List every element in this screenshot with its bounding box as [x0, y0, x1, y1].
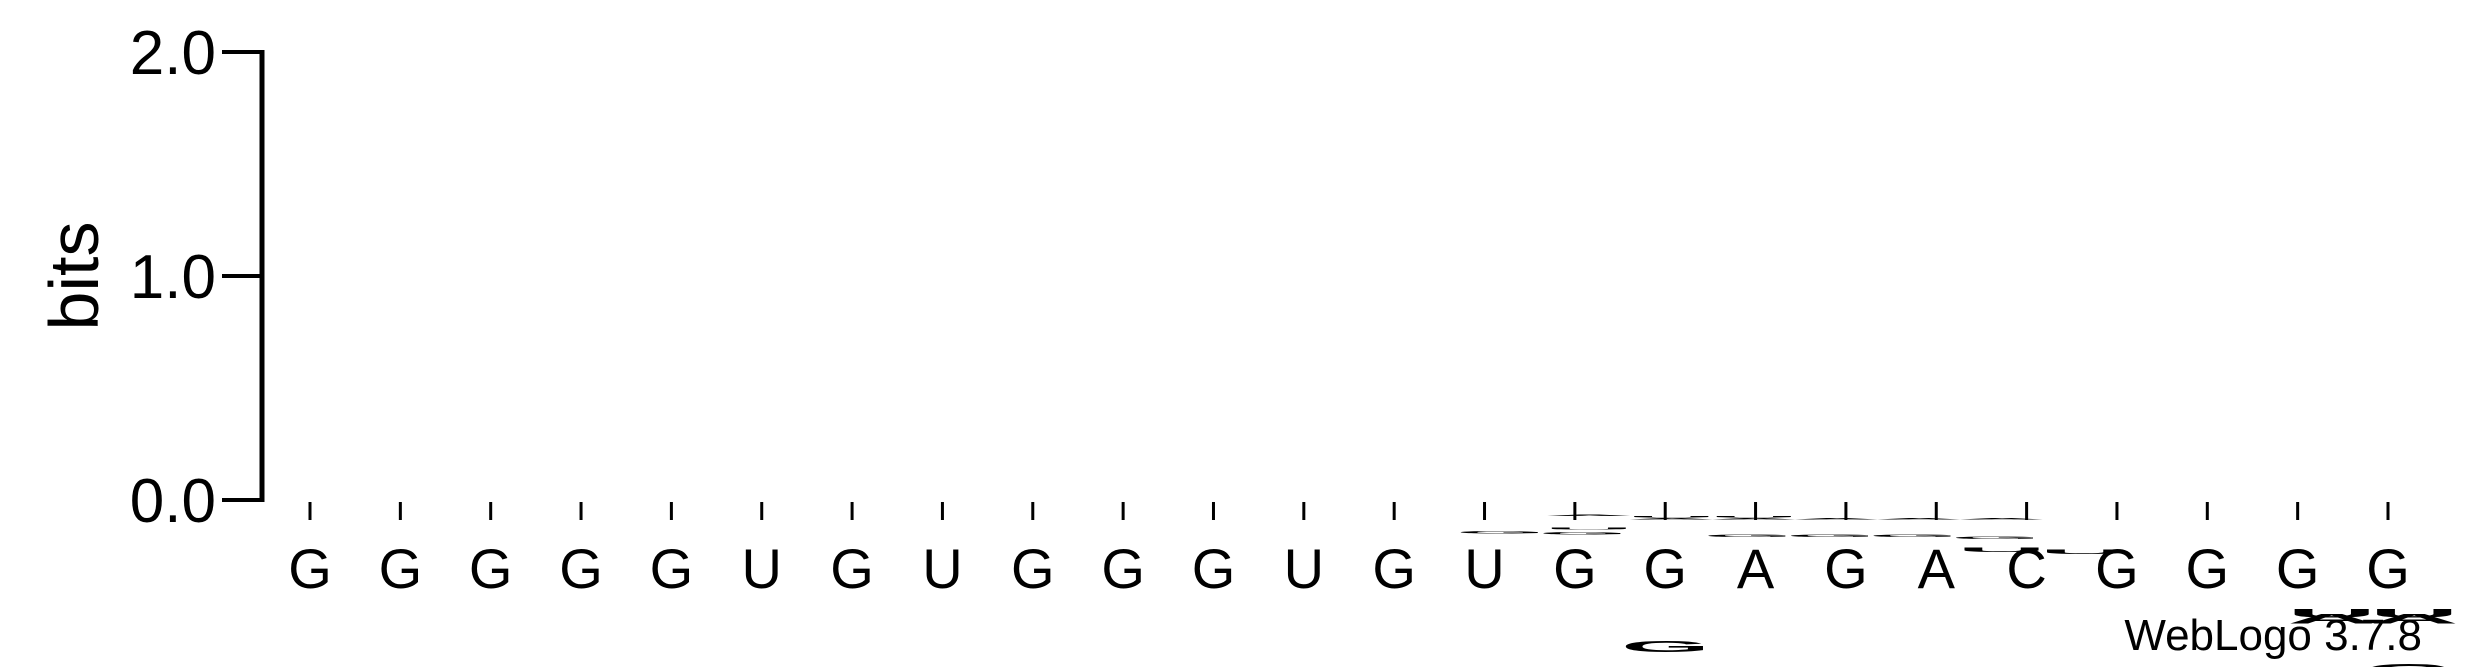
logo-stack: GU — [1951, 536, 2128, 556]
logo-letter-G: G — [1539, 531, 1628, 535]
x-tick-label: G — [650, 537, 694, 600]
logo-letter-A: A — [1957, 518, 2046, 520]
letter-stacks: UAGAUGAUGAGAGAGUGUUAGUAGGAGAGAGAGAGAUGAU… — [1456, 514, 2459, 667]
x-tick-label: G — [1011, 537, 1055, 600]
x-tick-label: G — [288, 537, 332, 600]
y-tick-label: 0.0 — [130, 467, 216, 536]
logo-stack: G — [2364, 660, 2453, 667]
logo-stack: A G U — [1869, 518, 2046, 553]
logo-letter-A: A — [1544, 514, 1633, 516]
y-tick-label: 2.0 — [130, 19, 216, 88]
logo-letter-G: G — [1704, 533, 1793, 537]
x-tick-label: G — [2366, 537, 2410, 600]
x-tick-label: G — [379, 537, 423, 600]
logo-stack: AUG — [1621, 516, 1798, 656]
x-tick-label: G — [2276, 537, 2320, 600]
x-tick-label: G — [1553, 537, 1597, 600]
logo-letter-U: U — [1544, 527, 1633, 530]
logo-letter-G: G — [1621, 638, 1710, 656]
y-tick-label: 1.0 — [130, 243, 216, 312]
logo-letter-G: G — [2364, 660, 2453, 667]
x-tick-label: U — [1284, 537, 1324, 600]
x-tick-label: U — [922, 537, 962, 600]
y-axis-label: bits — [35, 222, 113, 331]
logo-stack: AUG — [1539, 516, 1716, 536]
logo-stack: AG — [1704, 518, 1881, 538]
x-tick-label: G — [1643, 537, 1687, 600]
logo-letter-A: A — [1875, 518, 1964, 520]
x-tick-label: C — [2006, 537, 2046, 600]
x-tick-label: G — [1101, 537, 1145, 600]
x-tick-label: G — [469, 537, 513, 600]
logo-letter-G: G — [1456, 530, 1545, 534]
logo-stack: UAG — [2287, 607, 2376, 627]
x-tick-label: G — [1372, 537, 1416, 600]
x-tick-label: G — [1192, 537, 1236, 600]
logo-stack: AG — [1786, 518, 1963, 538]
x-tick-label: G — [2186, 537, 2230, 600]
y-ticks: 0.0 1.0 2.0 — [130, 19, 262, 536]
logo-letter-U: U — [1709, 516, 1798, 518]
logo-letter-G: G — [1786, 533, 1875, 537]
x-tick-label: U — [742, 537, 782, 600]
logo-letter-U: U — [2370, 607, 2459, 620]
logo-letter-U: U — [1957, 547, 2046, 554]
x-tick-label: G — [2095, 537, 2139, 600]
x-tick-label: G — [1824, 537, 1868, 600]
logo-letter-A: A — [2287, 611, 2376, 627]
logo-stack: UAG — [2370, 607, 2459, 627]
logo-letter-A: A — [1709, 518, 1798, 520]
logo-letter-A: A — [1627, 518, 1716, 520]
logo-letter-U: U — [2287, 607, 2376, 620]
logo-letter-G: G — [1869, 533, 1958, 537]
logo-letter-A: A — [2370, 611, 2459, 627]
weblogo-version-label: WebLogo 3.7.8 — [2124, 611, 2422, 660]
x-tick-label: A — [1918, 537, 1956, 600]
logo-letter-G: G — [1951, 536, 2040, 540]
x-tick-label: A — [1737, 537, 1775, 600]
logo-letter-U: U — [1627, 516, 1716, 518]
logo-letter-U: U — [2040, 549, 2129, 556]
x-tick-label: U — [1464, 537, 1504, 600]
x-tick-label: G — [559, 537, 603, 600]
x-tick-label: G — [830, 537, 874, 600]
logo-stack: U A G — [1456, 514, 1633, 534]
logo-letter-A: A — [1792, 518, 1881, 520]
